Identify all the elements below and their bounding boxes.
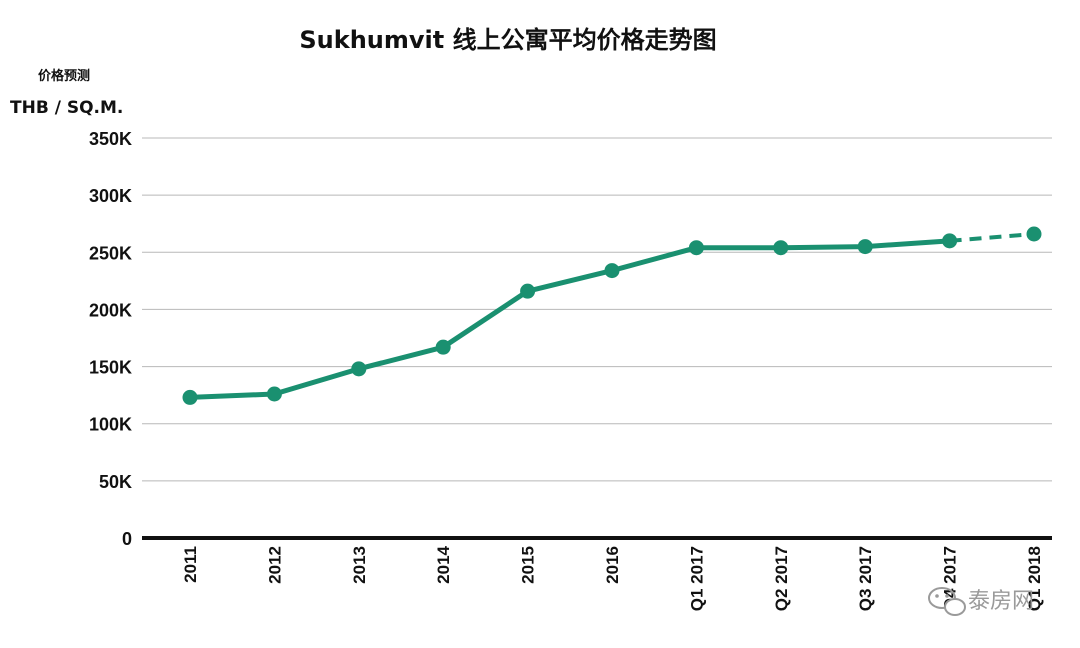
y-tick-label: 200K <box>89 300 132 320</box>
x-tick-label: Q1 2018 <box>1025 546 1044 611</box>
data-point <box>857 239 873 255</box>
data-point <box>604 263 620 279</box>
data-point <box>182 389 198 405</box>
data-point <box>435 339 451 355</box>
x-tick-label: Q3 2017 <box>856 546 875 611</box>
x-tick-label: 2015 <box>519 546 538 584</box>
y-tick-label: 300K <box>89 186 132 206</box>
data-point <box>688 240 704 256</box>
data-point <box>351 361 367 377</box>
data-point <box>520 283 536 299</box>
wechat-icon <box>928 587 966 616</box>
y-tick-label: 150K <box>89 358 132 378</box>
y-tick-label: 250K <box>89 243 132 263</box>
chart-title: Sukhumvit 线上公寓平均价格走势图 <box>299 26 716 54</box>
x-tick-label: Q1 2017 <box>687 546 706 611</box>
y-axis-unit: THB / SQ.M. <box>10 98 123 118</box>
series-layer <box>182 226 1042 405</box>
data-point <box>942 233 958 249</box>
data-point <box>266 386 282 402</box>
y-tick-label: 350K <box>89 129 132 149</box>
x-tick-labels: 2011 2012 2013 2014 2015 2016 Q1 2017 Q2 2017 Q3… <box>181 545 1044 611</box>
x-tick-label: 2013 <box>350 546 369 584</box>
watermark: 泰房网 <box>928 587 1034 616</box>
x-tick-label: 2012 <box>265 546 284 584</box>
forecast-line <box>949 232 1035 243</box>
data-point <box>773 240 789 256</box>
x-tick-label: 2011 <box>181 546 200 583</box>
y-tick-label: 50K <box>99 472 132 492</box>
x-tick-label: Q2 2017 <box>772 546 791 611</box>
series-line <box>187 238 953 400</box>
watermark-text: 泰房网 <box>968 589 1034 614</box>
y-tick-labels: 0 50K 100K 150K 200K 250K 300K 350K <box>89 129 132 549</box>
data-point <box>1026 226 1042 242</box>
grid-lines <box>142 137 1052 540</box>
x-tick-label: 2014 <box>434 545 453 583</box>
y-tick-label: 0 <box>122 529 132 549</box>
x-tick-label: 2016 <box>603 546 622 584</box>
y-axis-label: 价格预测 <box>38 68 90 84</box>
y-tick-label: 100K <box>89 415 132 435</box>
